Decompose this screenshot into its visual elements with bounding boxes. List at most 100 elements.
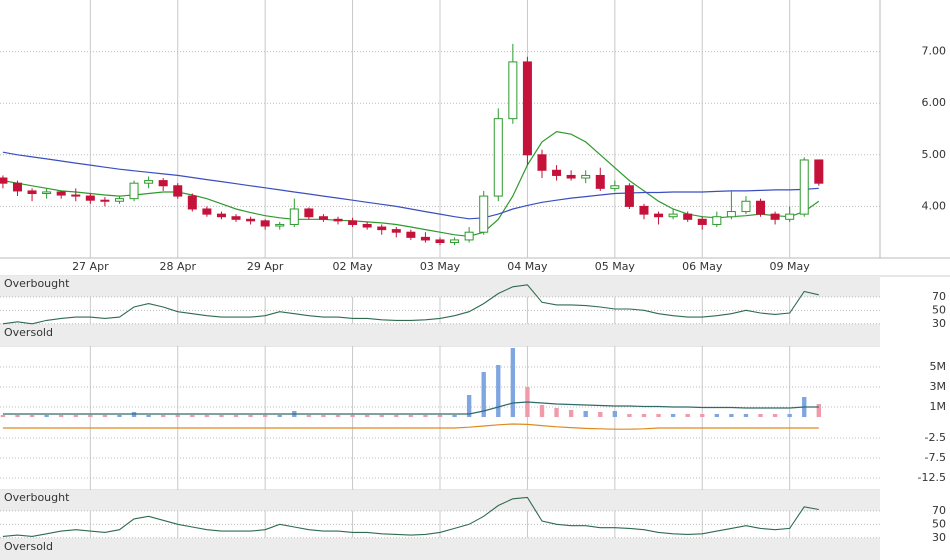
volume-bar [598, 412, 603, 417]
volume-bar [568, 410, 574, 417]
candle-body [42, 191, 52, 194]
candle-body [406, 231, 416, 238]
volume-bar [539, 405, 545, 417]
candle-body [450, 239, 460, 244]
candle-body [100, 199, 110, 202]
volume-bar [437, 415, 443, 417]
candle-body [683, 213, 693, 220]
volume-bar [146, 415, 151, 417]
volume-bar [466, 395, 472, 417]
volume-bar [0, 415, 6, 417]
overbought-band [0, 276, 880, 297]
candle-body [522, 61, 532, 156]
volume-bar [816, 404, 821, 417]
candle-body [566, 174, 576, 179]
volume-bar [73, 415, 78, 417]
candle-body [697, 218, 707, 225]
volume-bar [59, 415, 64, 417]
candle-body [639, 205, 649, 215]
y-tick-label: 30 [932, 317, 946, 330]
volume-bar [452, 415, 457, 417]
candle-body [56, 191, 66, 196]
candle-body [785, 213, 795, 220]
volume-bar [685, 414, 690, 417]
volume-bar [743, 414, 749, 417]
candle-body [595, 174, 605, 189]
volume-bar [117, 415, 122, 417]
candle-body [799, 159, 809, 215]
volume-bar [233, 415, 239, 417]
candle-body [246, 218, 256, 222]
volume-bar [15, 415, 20, 417]
volume-bar [321, 415, 326, 417]
volume-bar [190, 415, 195, 417]
moving-average [2, 130, 820, 237]
overbought-label: Overbought [4, 277, 70, 290]
candle-body [654, 213, 664, 218]
volume-bar [29, 415, 35, 417]
volume-bar [583, 411, 588, 417]
moving-average [2, 151, 819, 220]
oversold-band [0, 323, 880, 346]
volume-bar [481, 372, 486, 417]
candle-body [144, 180, 154, 184]
y-tick-label: 70 [932, 504, 946, 517]
candle-body [668, 213, 678, 218]
candle-body [770, 213, 780, 220]
volume-bar [350, 415, 355, 417]
candle-body [624, 185, 634, 207]
volume-bar [335, 415, 341, 417]
candle-body [493, 118, 503, 197]
candle-body [12, 182, 22, 192]
x-tick-label: 29 Apr [247, 260, 284, 273]
oscillator-line [2, 496, 819, 537]
candle-body [158, 180, 168, 187]
candle-body [304, 208, 314, 218]
candle-body [726, 211, 736, 218]
y-tick-label: 50 [932, 517, 946, 530]
candle-body [464, 231, 474, 241]
volume-bar [641, 414, 647, 417]
candle-body [318, 216, 328, 220]
oversold-band [0, 537, 880, 560]
oversold-label: Oversold [4, 326, 53, 339]
candle-body [216, 213, 226, 218]
candle-body [435, 239, 445, 244]
candle-body [391, 229, 401, 233]
candle-body [362, 223, 372, 228]
x-tick-label: 09 May [770, 260, 811, 273]
x-tick-label: 27 Apr [72, 260, 109, 273]
y-tick-label: 5.00 [922, 148, 947, 161]
volume-bar [714, 414, 720, 417]
volume-bar [379, 415, 384, 417]
volume-bar [670, 414, 676, 417]
overbought-label: Overbought [4, 491, 70, 504]
y-tick-label: 1M [930, 400, 947, 413]
candle-body [420, 236, 430, 241]
candle-body [275, 223, 285, 227]
y2-tick-label: -2.5 [925, 431, 946, 444]
volume-bar [204, 415, 210, 417]
y-tick-label: 4.00 [922, 199, 947, 212]
volume-bar [496, 365, 501, 417]
volume-bar [277, 415, 282, 417]
candle-body [610, 185, 620, 189]
y-tick-label: 30 [932, 531, 946, 544]
volume-bar [423, 415, 428, 417]
candle-body [187, 195, 197, 210]
volume-bar [729, 414, 734, 417]
candle-body [348, 220, 358, 225]
candle-body [552, 169, 562, 176]
volume-bar [102, 415, 108, 417]
candle-body [289, 208, 299, 225]
candle-body [173, 185, 183, 197]
y-tick-label: 50 [932, 303, 946, 316]
indicator-line [2, 423, 819, 430]
y-tick-label: 6.00 [922, 96, 947, 109]
candle-body [333, 218, 343, 222]
candle-body [814, 159, 824, 184]
volume-bar [510, 348, 516, 417]
x-tick-label: 28 Apr [159, 260, 196, 273]
candle-body [581, 174, 591, 179]
